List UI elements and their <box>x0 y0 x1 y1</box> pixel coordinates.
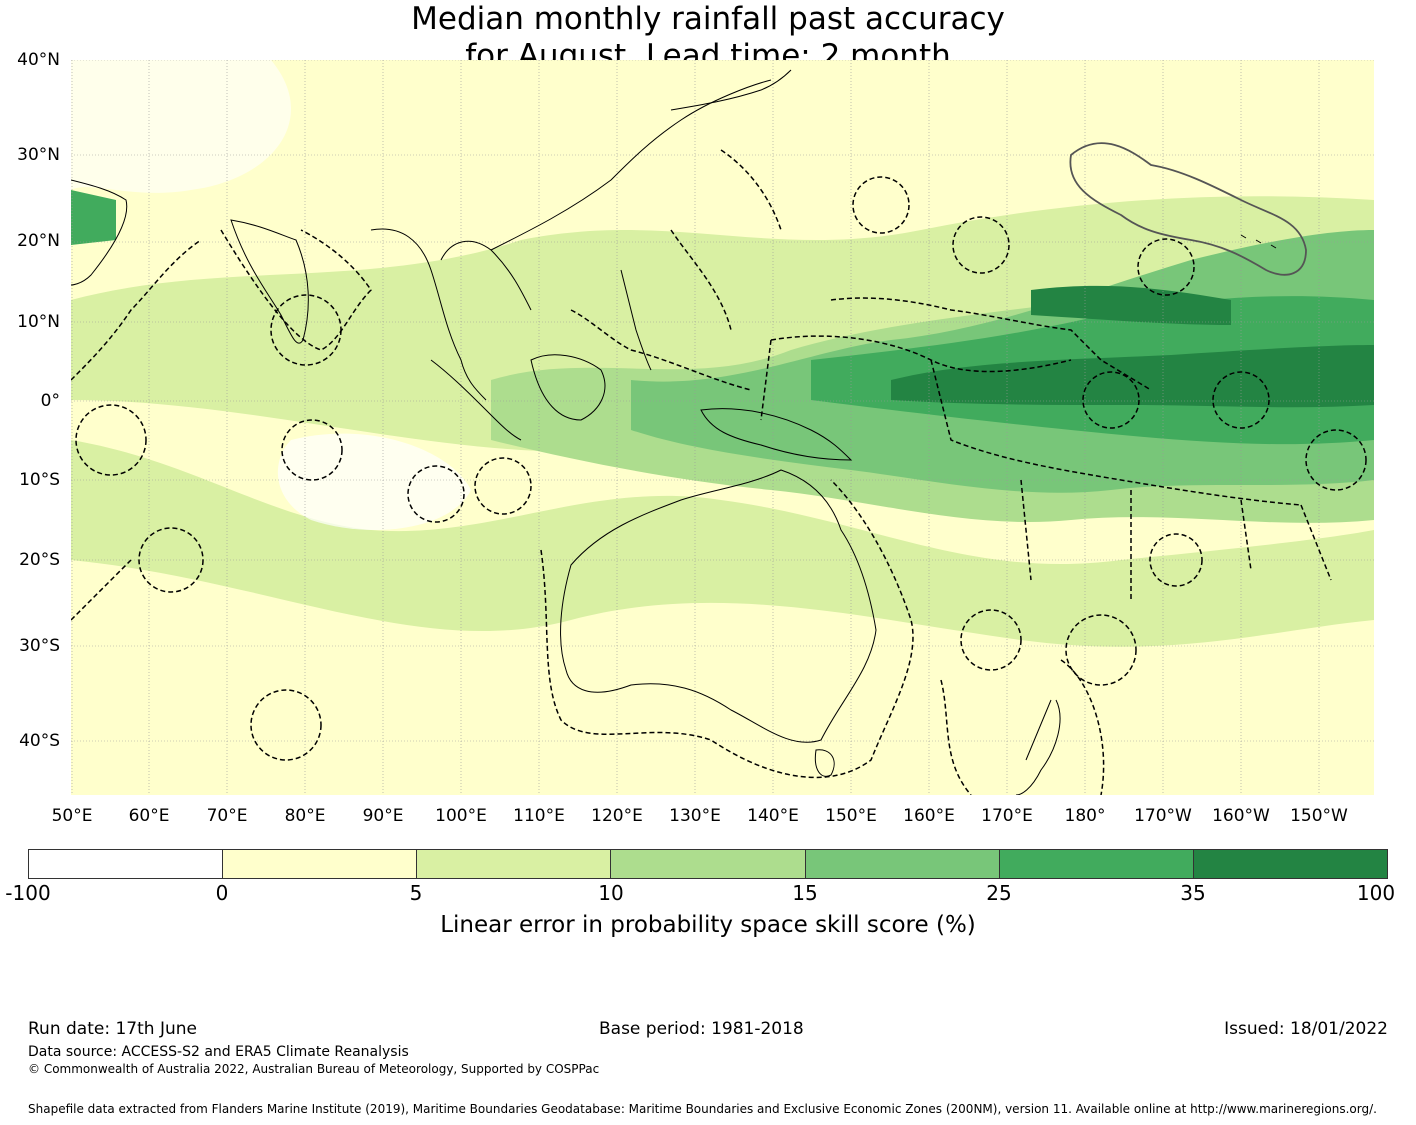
skill-bands <box>71 60 1374 795</box>
eez-circle-16 <box>138 527 204 593</box>
graticule <box>71 60 1374 795</box>
lat-label-20s: 20°S <box>19 550 60 570</box>
eez-circle-13 <box>1212 371 1270 429</box>
japan-coast <box>670 69 792 111</box>
white-patch-south <box>277 433 471 530</box>
lat-label-30n: 30°N <box>17 145 60 165</box>
issued-date: Issued: 18/01/2022 <box>1224 1019 1388 1039</box>
eez-pacific-grid <box>570 149 1332 600</box>
band-5-10-south <box>71 440 1374 647</box>
coastlines <box>71 69 1277 795</box>
eez-circle-6 <box>474 457 532 515</box>
lat-label-40n: 40°N <box>17 50 60 70</box>
lon-label-120e: 120°E <box>591 806 643 826</box>
colorbar-segment <box>999 850 1194 878</box>
lon-label-170w: 170°W <box>1134 806 1192 826</box>
colorbar-segment <box>1193 850 1387 878</box>
lon-label-60e: 60°E <box>128 806 170 826</box>
lon-label-100e: 100°E <box>435 806 487 826</box>
philippines-coast <box>620 269 652 371</box>
base-period: Base period: 1981-2018 <box>599 1019 804 1039</box>
australia-coast <box>560 469 877 743</box>
china-coast <box>490 79 772 251</box>
tasmania-coast <box>814 749 835 777</box>
map-canvas <box>71 60 1374 795</box>
lat-label-40s: 40°S <box>19 731 60 751</box>
eez-circle-1 <box>852 176 910 234</box>
lat-label-20n: 20°N <box>17 231 60 251</box>
borneo-coast <box>530 354 606 421</box>
colorbar-label: Linear error in probability space skill … <box>440 912 976 938</box>
eez-circle-8 <box>270 294 342 366</box>
hawaii-eez-outline <box>1069 142 1307 276</box>
lon-label-160e: 160°E <box>903 806 955 826</box>
white-patch-indian-ocean <box>71 60 292 193</box>
west-coast-patch <box>71 190 116 245</box>
lon-label-170e: 170°E <box>981 806 1033 826</box>
lon-label-110e: 110°E <box>513 806 565 826</box>
lat-label-30s: 30°S <box>19 636 60 656</box>
eez-circle-11 <box>1149 533 1203 587</box>
eez-australia <box>540 479 914 779</box>
eez-circle-3 <box>1137 238 1195 296</box>
lon-label-80e: 80°E <box>284 806 326 826</box>
colorbar-tick: 25 <box>986 881 1012 905</box>
eez-circle-12 <box>1082 371 1140 429</box>
new-guinea-coast <box>700 408 853 461</box>
colorbar-segment <box>805 850 1000 878</box>
lat-label-10n: 10°N <box>17 312 60 332</box>
run-date: Run date: 17th June <box>28 1019 197 1039</box>
sumatra-coast <box>430 359 522 441</box>
lon-label-150e: 150°E <box>825 806 877 826</box>
lon-label-70e: 70°E <box>206 806 248 826</box>
lon-label-150w: 150°W <box>1290 806 1348 826</box>
chart-title-line-1: Median monthly rainfall past accuracy <box>411 1 1005 37</box>
colorbar-tick: 100 <box>1356 881 1396 905</box>
eez-india <box>220 229 372 351</box>
eez-circle-10 <box>960 609 1022 671</box>
colorbar-tick: 0 <box>215 881 229 905</box>
lon-label-160w: 160°W <box>1212 806 1270 826</box>
colorbar-segment <box>223 850 418 878</box>
band-35-100-north <box>1031 285 1231 325</box>
eez-circle-7 <box>250 689 322 761</box>
eez-circle-9 <box>1065 614 1137 686</box>
colorbar-segment <box>29 850 224 878</box>
colorbar-tick: -100 <box>5 881 51 905</box>
colorbar-tick: 5 <box>409 881 423 905</box>
copyright: © Commonwealth of Australia 2022, Austra… <box>28 1062 600 1076</box>
eez-circle-5 <box>407 465 465 523</box>
eez-circle-14 <box>1305 429 1367 491</box>
eez-nz <box>940 659 1105 795</box>
colorbar-tick: 35 <box>1180 881 1206 905</box>
eez-circle-2 <box>952 216 1010 274</box>
colorbar-segment <box>611 850 806 878</box>
hawaii-islands <box>1240 234 1277 249</box>
lon-label-140e: 140°E <box>747 806 799 826</box>
skill-score-map <box>71 60 1374 795</box>
eez-boundaries <box>71 149 1367 795</box>
lon-label-130e: 130°E <box>669 806 721 826</box>
eez-indian-ocean-west <box>71 239 202 621</box>
shapefile-credit: Shapefile data extracted from Flanders M… <box>28 1102 1377 1116</box>
lon-label-50e: 50°E <box>51 806 93 826</box>
lon-label-180: 180° <box>1064 806 1106 826</box>
data-source: Data source: ACCESS-S2 and ERA5 Climate … <box>28 1044 409 1060</box>
lat-label-10s: 10°S <box>19 470 60 490</box>
colorbar <box>28 849 1388 879</box>
new-zealand-coast <box>1015 699 1061 795</box>
lon-label-90e: 90°E <box>362 806 404 826</box>
colorbar-tick: 15 <box>792 881 818 905</box>
band-35-100 <box>891 345 1374 408</box>
arabia-coast <box>71 179 128 286</box>
lat-label-equator: 0° <box>40 391 60 411</box>
colorbar-segment <box>417 850 612 878</box>
eez-circle-4 <box>281 419 343 481</box>
colorbar-tick: 10 <box>598 881 624 905</box>
eez-circle-15 <box>75 404 147 476</box>
eez-micronesia <box>830 297 1152 391</box>
